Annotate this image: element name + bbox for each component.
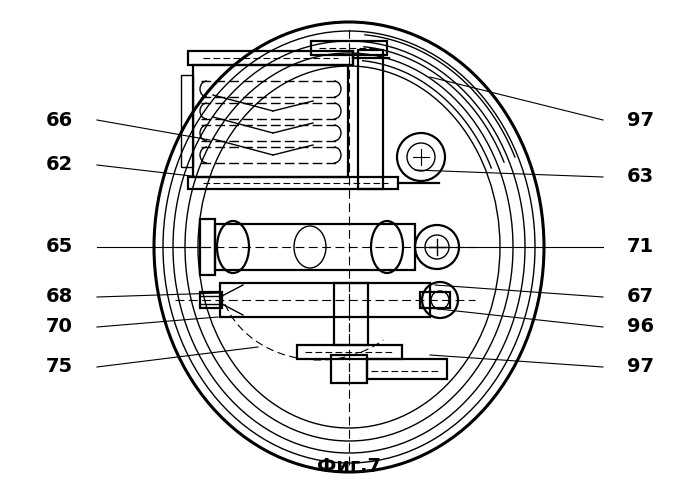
Bar — [367, 359, 447, 379]
Bar — [420, 292, 450, 308]
Bar — [297, 345, 402, 359]
Bar — [215, 224, 415, 270]
Ellipse shape — [198, 66, 500, 428]
Bar — [334, 283, 368, 345]
Bar — [220, 283, 430, 317]
Text: 68: 68 — [45, 288, 73, 306]
Bar — [193, 65, 348, 177]
Text: 70: 70 — [46, 317, 73, 337]
Bar — [331, 355, 367, 383]
Text: 62: 62 — [45, 155, 73, 175]
Text: 63: 63 — [627, 167, 654, 187]
Bar — [200, 292, 222, 308]
Bar — [311, 41, 387, 55]
Bar — [358, 50, 383, 189]
Text: 96: 96 — [627, 317, 654, 337]
Text: 66: 66 — [45, 110, 73, 130]
Text: 71: 71 — [627, 238, 654, 256]
Bar — [188, 177, 398, 189]
Text: 97: 97 — [627, 357, 654, 377]
Bar — [181, 75, 193, 167]
Text: 67: 67 — [627, 288, 654, 306]
Text: 65: 65 — [45, 238, 73, 256]
Bar — [188, 51, 353, 65]
Text: Фиг.7: Фиг.7 — [317, 457, 381, 477]
Bar — [200, 219, 215, 275]
Text: 97: 97 — [627, 110, 654, 130]
Text: 75: 75 — [46, 357, 73, 377]
